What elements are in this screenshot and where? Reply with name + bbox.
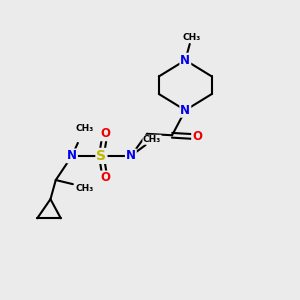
Text: N: N [67,149,77,162]
Text: S: S [96,149,106,163]
Text: CH₃: CH₃ [182,33,200,42]
Text: O: O [100,172,110,184]
Text: N: N [180,104,190,117]
Text: CH₃: CH₃ [76,184,94,194]
Text: N: N [126,149,136,162]
Text: O: O [192,130,202,143]
Text: O: O [100,127,110,140]
Text: CH₃: CH₃ [143,135,161,144]
Text: N: N [180,54,190,67]
Text: CH₃: CH₃ [76,124,94,133]
